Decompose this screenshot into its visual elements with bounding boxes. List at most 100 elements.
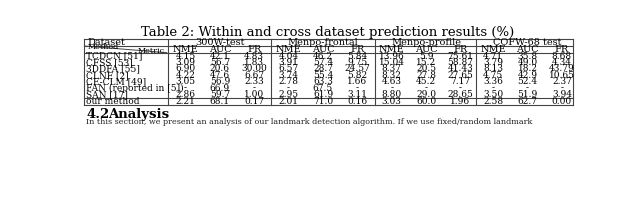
Text: 10.65: 10.65 (549, 71, 575, 80)
Text: 55.4: 55.4 (313, 71, 333, 80)
Text: Metric: Metric (138, 47, 164, 55)
Text: CLNF [2]: CLNF [2] (86, 71, 129, 80)
Text: 3.05: 3.05 (175, 77, 196, 86)
Text: 49.0: 49.0 (518, 58, 538, 67)
Text: 20.6: 20.6 (210, 65, 230, 73)
Text: 59.7: 59.7 (210, 90, 230, 99)
Text: 1.66: 1.66 (348, 77, 367, 86)
Text: 6.90: 6.90 (175, 65, 196, 73)
Text: 13.96: 13.96 (379, 52, 404, 61)
Text: AUC: AUC (312, 45, 334, 54)
Text: 28.65: 28.65 (447, 90, 474, 99)
Text: 62.7: 62.7 (518, 97, 538, 106)
Text: 4.83: 4.83 (244, 52, 264, 61)
Text: 8.80: 8.80 (381, 90, 402, 99)
Text: -: - (561, 84, 563, 93)
Text: FAN (reported in [5]): FAN (reported in [5]) (86, 84, 184, 93)
Text: 1.00: 1.00 (244, 90, 264, 99)
Text: COFW-68 test: COFW-68 test (493, 38, 562, 47)
Text: FR: FR (247, 45, 261, 54)
Text: 46.2: 46.2 (313, 52, 333, 61)
Text: TCDCN [51]: TCDCN [51] (86, 52, 143, 61)
Text: 0.17: 0.17 (244, 97, 264, 106)
Text: 3.74: 3.74 (278, 71, 299, 80)
Text: 27.65: 27.65 (447, 71, 474, 80)
Text: CE-CLM [49]: CE-CLM [49] (86, 77, 147, 86)
Text: 20.5: 20.5 (416, 65, 436, 73)
Text: 6.67: 6.67 (244, 71, 264, 80)
Text: 71.0: 71.0 (313, 97, 333, 106)
Text: -: - (356, 84, 359, 93)
Text: 56.7: 56.7 (210, 58, 230, 67)
Text: 47.6: 47.6 (210, 71, 230, 80)
Text: 57.4: 57.4 (313, 58, 333, 67)
Text: 8.13: 8.13 (483, 65, 503, 73)
Text: 3.03: 3.03 (381, 97, 402, 106)
Text: 75.61: 75.61 (447, 52, 474, 61)
Text: 56.9: 56.9 (210, 77, 230, 86)
Text: 60.0: 60.0 (416, 97, 436, 106)
Text: FR: FR (453, 45, 468, 54)
Text: NME: NME (276, 45, 301, 54)
Text: 0.00: 0.00 (552, 97, 572, 106)
Text: 68.1: 68.1 (210, 97, 230, 106)
Text: 300W-test: 300W-test (195, 38, 244, 47)
Text: 3.50: 3.50 (483, 90, 503, 99)
Text: 52.4: 52.4 (518, 77, 538, 86)
Text: 43.79: 43.79 (549, 65, 575, 73)
Text: NME: NME (173, 45, 198, 54)
Text: 8.68: 8.68 (552, 52, 572, 61)
Text: 58.87: 58.87 (447, 58, 474, 67)
Text: -: - (287, 84, 290, 93)
Text: our method: our method (86, 97, 140, 106)
Text: 2.37: 2.37 (552, 77, 572, 86)
Text: -: - (459, 84, 462, 93)
Text: 3.91: 3.91 (278, 58, 299, 67)
Text: 4.04: 4.04 (278, 52, 299, 61)
Text: 15.2: 15.2 (416, 58, 436, 67)
Text: -: - (184, 84, 187, 93)
Text: In this section, we present an analysis of our landmark detection algorithm. If : In this section, we present an analysis … (86, 118, 532, 126)
Text: AUC: AUC (209, 45, 231, 54)
Text: 45.2: 45.2 (416, 77, 436, 86)
Text: 3.79: 3.79 (483, 58, 503, 67)
Text: 66.9: 66.9 (210, 84, 230, 93)
Text: Menpo-frontal: Menpo-frontal (287, 38, 358, 47)
Text: SAN [17]: SAN [17] (86, 90, 128, 99)
Text: 0.16: 0.16 (348, 97, 367, 106)
Text: 1.96: 1.96 (451, 97, 470, 106)
Text: 51.9: 51.9 (517, 90, 538, 99)
Text: 8.32: 8.32 (381, 71, 402, 80)
Text: 24.57: 24.57 (344, 65, 371, 73)
Text: 61.9: 61.9 (313, 90, 333, 99)
Text: 3DDFA [55]: 3DDFA [55] (86, 65, 140, 73)
Text: -: - (526, 84, 529, 93)
Text: 42.9: 42.9 (518, 71, 538, 80)
Text: NME: NME (481, 45, 506, 54)
Text: 2.21: 2.21 (175, 97, 195, 106)
Text: 4.71: 4.71 (483, 52, 503, 61)
Text: 42.1: 42.1 (210, 52, 230, 61)
Text: 67.5: 67.5 (313, 84, 333, 93)
Text: 30.00: 30.00 (241, 65, 267, 73)
Text: 4.34: 4.34 (552, 58, 572, 67)
Text: 63.3: 63.3 (313, 77, 333, 86)
Text: 29.0: 29.0 (416, 90, 436, 99)
Text: Method: Method (88, 44, 119, 51)
Text: 2.01: 2.01 (278, 97, 299, 106)
Text: 4.2: 4.2 (86, 109, 109, 121)
Text: 27.8: 27.8 (416, 71, 436, 80)
Text: Dataset: Dataset (87, 38, 125, 47)
Text: 4.22: 4.22 (175, 71, 195, 80)
Text: 7.17: 7.17 (451, 77, 470, 86)
Text: 3.36: 3.36 (483, 77, 503, 86)
Text: 41.43: 41.43 (447, 65, 473, 73)
Text: Table 2: Within and cross dataset prediction results (%): Table 2: Within and cross dataset predic… (141, 26, 515, 39)
Text: -: - (253, 84, 256, 93)
Text: 2.78: 2.78 (278, 77, 299, 86)
Text: CFSS [53]: CFSS [53] (86, 58, 133, 67)
Text: -: - (492, 84, 495, 93)
Text: 28.7: 28.7 (313, 65, 333, 73)
Text: Analysis: Analysis (108, 109, 169, 121)
Text: 2.86: 2.86 (175, 90, 196, 99)
